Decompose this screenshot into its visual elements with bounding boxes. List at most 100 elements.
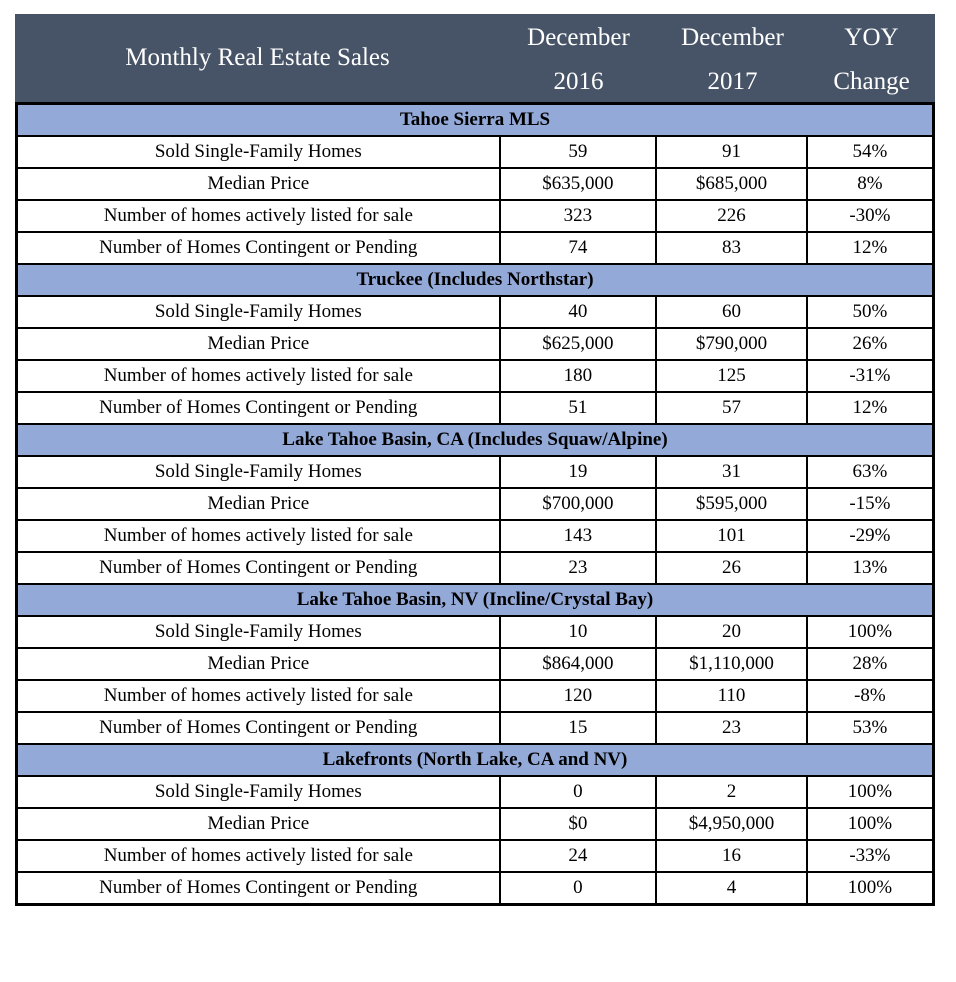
- value-dec-2017: 57: [655, 391, 808, 425]
- value-dec-2016: $625,000: [498, 327, 658, 361]
- value-dec-2017: 226: [655, 199, 808, 233]
- header-yoy-line2: Change: [833, 68, 910, 95]
- table-row: Median Price $700,000 $595,000 -15%: [15, 487, 935, 521]
- metric-label: Number of homes actively listed for sale: [15, 199, 501, 233]
- value-dec-2017: $790,000: [655, 327, 808, 361]
- value-dec-2017: $595,000: [655, 487, 808, 521]
- header-dec2016-line1: December: [527, 24, 630, 51]
- yoy-change: 100%: [805, 807, 935, 841]
- value-dec-2017: $1,110,000: [655, 647, 808, 681]
- yoy-change: -8%: [805, 679, 935, 713]
- value-dec-2016: 120: [498, 679, 658, 713]
- table-row: Number of homes actively listed for sale…: [15, 199, 935, 233]
- value-dec-2017: 91: [655, 135, 808, 169]
- table-row: Sold Single-Family Homes 10 20 100%: [15, 615, 935, 649]
- section-title: Tahoe Sierra MLS: [15, 102, 935, 137]
- value-dec-2016: 51: [498, 391, 658, 425]
- yoy-change: 100%: [805, 871, 935, 906]
- yoy-change: 8%: [805, 167, 935, 201]
- metric-label: Sold Single-Family Homes: [15, 455, 501, 489]
- header-dec2017-line2: 2017: [707, 68, 758, 95]
- table-row: Number of Homes Contingent or Pending 0 4 1…: [15, 871, 935, 906]
- yoy-change: -33%: [805, 839, 935, 873]
- value-dec-2017: 4: [655, 871, 808, 906]
- value-dec-2016: $0: [498, 807, 658, 841]
- table-row: Number of homes actively listed for sale…: [15, 679, 935, 713]
- metric-label: Number of homes actively listed for sale: [15, 839, 501, 873]
- header-yoy-line1: YOY: [844, 24, 899, 51]
- metric-label: Sold Single-Family Homes: [15, 295, 501, 329]
- table-row: Median Price $864,000 $1,110,000 28%: [15, 647, 935, 681]
- yoy-change: -29%: [805, 519, 935, 553]
- yoy-change: 63%: [805, 455, 935, 489]
- metric-label: Sold Single-Family Homes: [15, 775, 501, 809]
- yoy-change: 13%: [805, 551, 935, 585]
- yoy-change: 26%: [805, 327, 935, 361]
- metric-label: Median Price: [15, 487, 501, 521]
- table-row: Sold Single-Family Homes 19 31 63%: [15, 455, 935, 489]
- table-row: Number of Homes Contingent or Pending 23 2…: [15, 551, 935, 585]
- yoy-change: 12%: [805, 391, 935, 425]
- table-row: Sold Single-Family Homes 59 91 54%: [15, 135, 935, 169]
- table-row: Number of homes actively listed for sale…: [15, 519, 935, 553]
- yoy-change: 54%: [805, 135, 935, 169]
- yoy-change: 28%: [805, 647, 935, 681]
- value-dec-2017: 83: [655, 231, 808, 265]
- metric-label: Sold Single-Family Homes: [15, 135, 501, 169]
- value-dec-2016: 0: [498, 775, 658, 809]
- value-dec-2016: 40: [498, 295, 658, 329]
- metric-label: Number of homes actively listed for sale: [15, 359, 501, 393]
- yoy-change: -15%: [805, 487, 935, 521]
- value-dec-2017: 20: [655, 615, 808, 649]
- table-row: Sold Single-Family Homes 0 2 100%: [15, 775, 935, 809]
- table-row: Median Price $625,000 $790,000 26%: [15, 327, 935, 361]
- value-dec-2017: 2: [655, 775, 808, 809]
- section-title: Lake Tahoe Basin, NV (Incline/Crystal Ba…: [15, 583, 935, 617]
- header-title: Monthly Real Estate Sales: [125, 44, 390, 71]
- table-row: Number of homes actively listed for sale…: [15, 839, 935, 873]
- section-header-row: Truckee (Includes Northstar): [15, 263, 935, 297]
- section-title: Truckee (Includes Northstar): [15, 263, 935, 297]
- value-dec-2016: 23: [498, 551, 658, 585]
- section-title: Lakefronts (North Lake, CA and NV): [15, 743, 935, 777]
- table-row: Median Price $635,000 $685,000 8%: [15, 167, 935, 201]
- value-dec-2017: 23: [655, 711, 808, 745]
- value-dec-2016: 24: [498, 839, 658, 873]
- section-header-row: Lake Tahoe Basin, CA (Includes Squaw/Alp…: [15, 423, 935, 457]
- yoy-change: 50%: [805, 295, 935, 329]
- value-dec-2016: 10: [498, 615, 658, 649]
- value-dec-2016: 19: [498, 455, 658, 489]
- value-dec-2017: 26: [655, 551, 808, 585]
- section-header-row: Lake Tahoe Basin, NV (Incline/Crystal Ba…: [15, 583, 935, 617]
- yoy-change: 100%: [805, 775, 935, 809]
- yoy-change: 100%: [805, 615, 935, 649]
- value-dec-2017: 101: [655, 519, 808, 553]
- yoy-change: 53%: [805, 711, 935, 745]
- table-row: Sold Single-Family Homes 40 60 50%: [15, 295, 935, 329]
- section-header-row: Tahoe Sierra MLS: [15, 102, 935, 137]
- value-dec-2016: 180: [498, 359, 658, 393]
- value-dec-2017: 110: [655, 679, 808, 713]
- metric-label: Median Price: [15, 647, 501, 681]
- table-row: Number of Homes Contingent or Pending 15 2…: [15, 711, 935, 745]
- value-dec-2016: 15: [498, 711, 658, 745]
- metric-label: Number of Homes Contingent or Pending: [15, 391, 501, 425]
- metric-label: Number of homes actively listed for sale: [15, 679, 501, 713]
- value-dec-2016: 143: [498, 519, 658, 553]
- metric-label: Median Price: [15, 327, 501, 361]
- table-row: Median Price $0 $4,950,000 100%: [15, 807, 935, 841]
- metric-label: Number of Homes Contingent or Pending: [15, 871, 501, 906]
- value-dec-2017: $685,000: [655, 167, 808, 201]
- value-dec-2016: 74: [498, 231, 658, 265]
- metric-label: Median Price: [15, 167, 501, 201]
- table-row: Number of Homes Contingent or Pending 51 5…: [15, 391, 935, 425]
- metric-label: Number of homes actively listed for sale: [15, 519, 501, 553]
- table-row: Number of Homes Contingent or Pending 74 8…: [15, 231, 935, 265]
- value-dec-2016: $864,000: [498, 647, 658, 681]
- value-dec-2017: 31: [655, 455, 808, 489]
- value-dec-2017: 125: [655, 359, 808, 393]
- metric-label: Median Price: [15, 807, 501, 841]
- value-dec-2016: 0: [498, 871, 658, 906]
- value-dec-2016: $700,000: [498, 487, 658, 521]
- header-dec2016-line2: 2016: [553, 68, 604, 95]
